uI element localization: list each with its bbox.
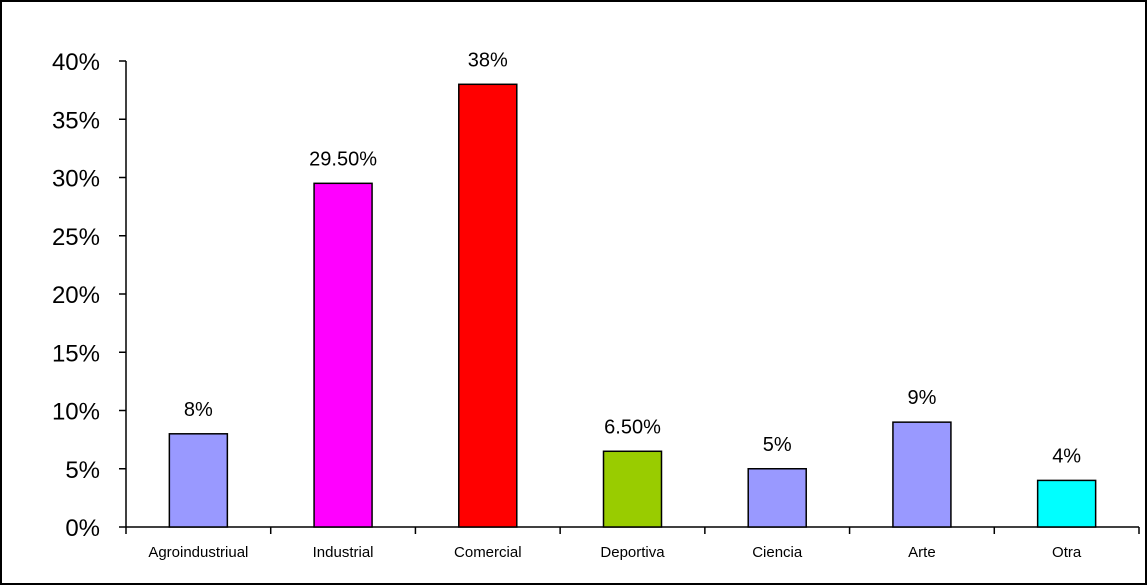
y-axis: 0% 5% 10% 15% 20% 25% 30% 35% 40% (52, 49, 127, 542)
x-tick-label: Ciencia (752, 544, 803, 561)
data-labels: 8% 29.50% 38% 6.50% 5% 9% 4% (184, 49, 1081, 467)
x-tick-label: Comercial (454, 544, 522, 561)
y-tick-label: 5% (65, 457, 100, 484)
y-tick-label: 40% (52, 49, 100, 76)
bar-agroindustriual (168, 433, 229, 528)
data-label: 5% (763, 434, 792, 456)
bar-deportiva (602, 450, 663, 528)
data-label: 8% (184, 399, 213, 421)
x-axis: Agroindustriual Industrial Comercial Deport… (125, 526, 1140, 561)
data-label: 6.50% (604, 416, 661, 438)
bar-industrial (313, 182, 373, 528)
y-tick-label: 35% (52, 107, 100, 134)
data-label: 29.50% (309, 148, 377, 170)
bar-arte (892, 421, 952, 528)
data-label: 4% (1052, 445, 1081, 467)
y-tick-label: 20% (52, 282, 100, 309)
x-tick-label: Industrial (313, 544, 374, 561)
bar-comercial (458, 83, 518, 528)
y-tick-label: 10% (52, 399, 100, 426)
y-tick-label: 30% (52, 166, 100, 193)
y-tick-label: 0% (65, 515, 100, 542)
x-tick-label: Deportiva (600, 544, 665, 561)
y-tick-label: 15% (52, 340, 100, 367)
bar-ciencia (747, 468, 807, 528)
data-label: 9% (907, 387, 936, 409)
bars (168, 83, 1097, 528)
data-label: 38% (468, 49, 508, 71)
x-tick-label: Agroindustriual (148, 544, 248, 561)
y-tick-label: 25% (52, 224, 100, 251)
x-tick-label: Arte (908, 544, 936, 561)
bar-otra (1036, 479, 1097, 528)
x-tick-label: Otra (1052, 544, 1082, 561)
